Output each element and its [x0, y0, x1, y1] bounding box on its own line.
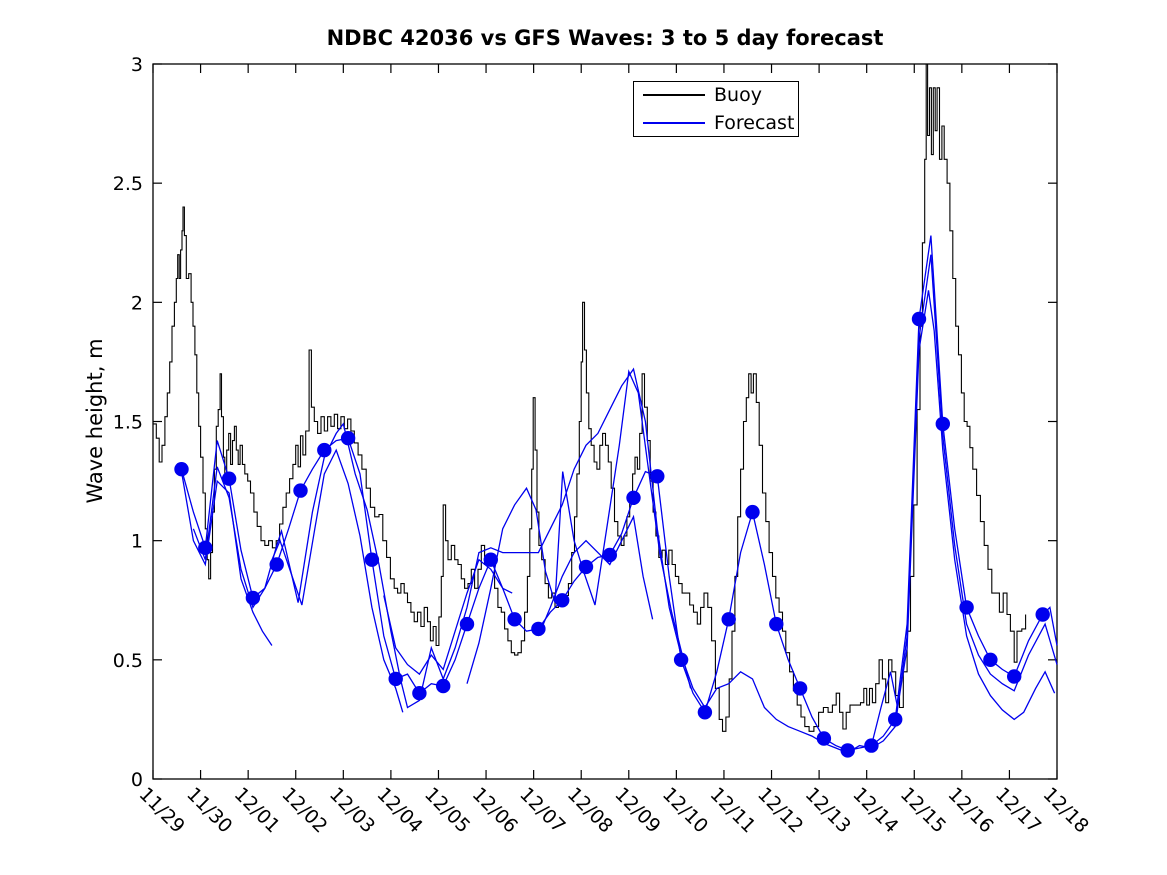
forecast-series-line: [466, 369, 692, 689]
forecast-marker: [269, 557, 284, 572]
forecast-series-line: [870, 290, 1056, 746]
x-tick-label: 12/16: [943, 783, 997, 837]
y-tick-label: 2: [131, 292, 143, 314]
forecast-marker: [911, 311, 927, 327]
x-tick-label: 12/15: [896, 783, 950, 837]
forecast-marker: [317, 442, 332, 458]
forecast-marker: [364, 552, 380, 567]
forecast-marker: [650, 469, 665, 484]
forecast-series-line: [383, 558, 513, 676]
x-tick-label: 12/12: [753, 783, 807, 837]
forecast-marker: [293, 483, 308, 498]
x-tick-label: 12/04: [373, 783, 427, 837]
x-tick-label: 11/29: [135, 783, 189, 837]
y-tick-label: 0.5: [113, 650, 143, 672]
x-tick-label: 12/03: [325, 783, 379, 837]
forecast-marker: [745, 504, 760, 520]
forecast-series-line: [180, 235, 1058, 752]
forecast-series-line: [180, 471, 273, 646]
x-tick-label: 12/17: [991, 783, 1045, 837]
forecast-marker: [864, 738, 879, 753]
forecast-marker: [531, 621, 546, 637]
x-tick-label: 12/11: [706, 783, 760, 837]
buoy-line-swatch: [643, 94, 705, 96]
x-tick-label: 12/18: [1039, 783, 1093, 837]
forecast-marker: [412, 686, 427, 701]
forecast-line-swatch: [643, 122, 705, 124]
forecast-series-line: [537, 514, 654, 637]
x-tick-label: 12/02: [277, 783, 331, 837]
forecast-marker: [888, 712, 903, 727]
forecast-marker: [673, 652, 689, 667]
legend-item-buoy: Buoy: [634, 83, 798, 107]
x-tick-label: 11/30: [182, 783, 236, 837]
legend-item-forecast: Forecast: [634, 111, 798, 135]
x-tick-label: 12/06: [468, 783, 522, 837]
y-tick-label: 1.5: [113, 412, 143, 434]
legend-label-forecast: Forecast: [714, 111, 795, 134]
forecast-marker: [245, 590, 261, 606]
forecast-marker: [507, 612, 522, 627]
forecast-marker: [436, 678, 451, 694]
forecast-marker: [959, 600, 974, 615]
forecast-marker: [935, 416, 950, 432]
forecast-marker: [983, 652, 998, 667]
forecast-series-line: [192, 254, 1058, 754]
x-tick-label: 12/08: [563, 783, 617, 837]
x-tick-label: 12/07: [515, 783, 569, 837]
forecast-marker: [555, 593, 570, 608]
forecast-marker: [602, 547, 617, 563]
forecast-marker: [1007, 669, 1022, 684]
forecast-marker: [221, 471, 237, 486]
forecast-marker: [721, 612, 736, 627]
x-tick-label: 12/01: [230, 783, 284, 837]
forecast-marker: [1035, 607, 1050, 622]
x-tick-label: 12/09: [610, 783, 664, 837]
plot-frame: [152, 63, 1058, 780]
forecast-marker: [840, 743, 855, 758]
forecast-marker: [578, 559, 594, 575]
forecast-marker: [792, 681, 808, 696]
forecast-marker: [198, 540, 213, 555]
buoy-series-line: [153, 63, 1027, 732]
legend: Buoy Forecast: [633, 81, 799, 137]
y-tick-label: 2.5: [113, 173, 143, 195]
forecast-marker: [769, 616, 784, 632]
y-tick-label: 3: [131, 54, 143, 76]
x-tick-label: 12/05: [420, 783, 474, 837]
y-axis-label: Wave height, m: [83, 338, 107, 504]
x-tick-label: 12/14: [848, 783, 902, 837]
forecast-marker: [626, 490, 641, 505]
forecast-marker: [459, 616, 475, 632]
forecast-marker: [697, 705, 713, 720]
y-tick-label: 1: [131, 531, 143, 553]
forecast-marker: [483, 552, 498, 567]
forecast-marker: [816, 731, 832, 746]
forecast-series-line: [269, 448, 404, 713]
forecast-marker: [340, 431, 356, 446]
y-tick-label: 0: [131, 769, 143, 791]
x-tick-label: 12/13: [801, 783, 855, 837]
forecast-marker: [174, 462, 189, 477]
forecast-marker: [388, 671, 403, 687]
page-title: NDBC 42036 vs GFS Waves: 3 to 5 day fore…: [326, 26, 884, 50]
legend-label-buoy: Buoy: [714, 83, 762, 106]
x-tick-label: 12/10: [658, 783, 712, 837]
